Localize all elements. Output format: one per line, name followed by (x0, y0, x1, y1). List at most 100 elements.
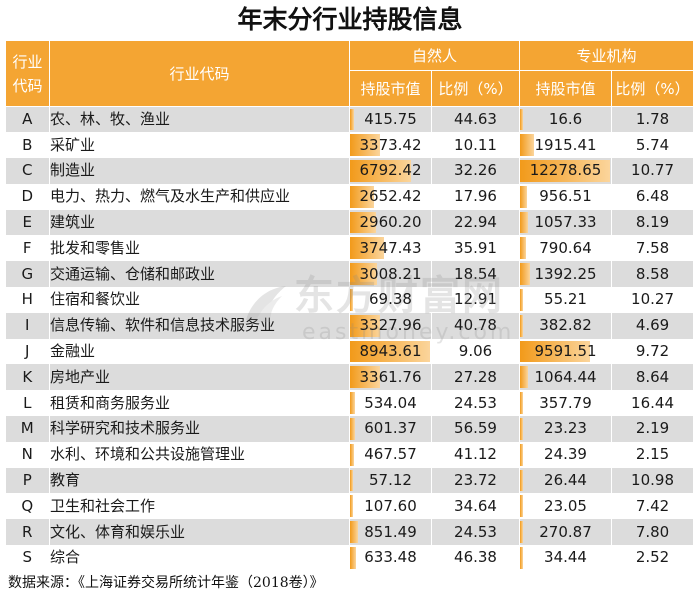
table-row: I 信息传输、软件和信息技术服务业 3327.96 40.78 382.82 4.69 (5, 312, 695, 339)
industry-code: N (5, 441, 50, 468)
inst-market-value: 357.79 (539, 393, 592, 412)
np-market-value-cell: 534.04 (349, 390, 432, 417)
inst-market-value: 23.05 (544, 496, 587, 515)
industry-code: R (5, 519, 50, 546)
inst-value-bar (520, 237, 526, 260)
industry-name: 电力、热力、燃气及水生产和供应业 (49, 183, 350, 210)
np-market-value-cell: 107.60 (349, 493, 432, 520)
inst-market-value-cell: 956.51 (519, 183, 613, 210)
inst-value-bar (520, 160, 611, 182)
inst-market-value-cell: 23.05 (519, 493, 613, 520)
inst-market-value: 1057.33 (534, 213, 597, 232)
np-market-value: 8943.61 (359, 342, 422, 361)
np-ratio: 40.78 (431, 312, 521, 339)
np-ratio: 17.96 (431, 183, 521, 210)
header-institution: 专业机构 (519, 40, 695, 71)
table-row: K 房地产业 3361.76 27.28 1064.44 8.64 (5, 364, 695, 391)
inst-value-bar (520, 443, 524, 466)
industry-code: A (5, 106, 50, 133)
inst-market-value-cell: 1057.33 (519, 209, 613, 236)
industry-code: I (5, 312, 50, 339)
np-ratio: 18.54 (431, 261, 521, 288)
table-row: J 金融业 8943.61 9.06 9591.51 9.72 (5, 338, 695, 365)
industry-name: 综合 (49, 545, 350, 571)
header-inst-ratio: 比例（%） (611, 70, 695, 107)
industry-name: 采矿业 (49, 132, 350, 159)
np-market-value: 633.48 (364, 548, 417, 567)
inst-value-bar (520, 185, 528, 208)
np-value-bar (350, 263, 377, 286)
table-row: M 科学研究和技术服务业 601.37 56.59 23.23 2.19 (5, 416, 695, 442)
np-market-value: 415.75 (364, 110, 417, 129)
np-market-value: 3747.43 (359, 238, 422, 257)
inst-market-value: 1064.44 (534, 367, 597, 386)
np-market-value: 534.04 (364, 393, 417, 412)
inst-value-bar (520, 109, 524, 131)
inst-market-value-cell: 1392.25 (519, 261, 613, 288)
inst-market-value-cell: 55.21 (519, 287, 613, 313)
inst-value-bar (520, 340, 591, 363)
header-inst-market-value: 持股市值 (519, 70, 613, 107)
np-ratio: 44.63 (431, 106, 521, 133)
inst-ratio: 8.58 (611, 261, 695, 288)
inst-ratio: 4.69 (611, 312, 695, 339)
np-ratio: 22.94 (431, 209, 521, 236)
inst-market-value: 956.51 (539, 187, 592, 206)
table-row: N 水利、环境和公共设施管理业 467.57 41.12 24.39 2.15 (5, 441, 695, 468)
industry-code: Q (5, 493, 50, 520)
np-value-bar (350, 289, 353, 311)
inst-market-value: 382.82 (539, 316, 592, 335)
np-market-value-cell: 8943.61 (349, 338, 432, 365)
header-np-market-value: 持股市值 (349, 70, 432, 107)
np-value-bar (350, 469, 353, 492)
inst-market-value: 1915.41 (534, 135, 597, 154)
industry-name: 科学研究和技术服务业 (49, 416, 350, 442)
np-ratio: 24.53 (431, 390, 521, 417)
industry-name: 交通运输、仓储和邮政业 (49, 261, 350, 288)
np-market-value-cell: 3361.76 (349, 364, 432, 391)
inst-market-value-cell: 34.44 (519, 545, 613, 571)
np-market-value-cell: 3373.42 (349, 132, 432, 159)
inst-value-bar (520, 418, 524, 440)
np-market-value: 3008.21 (359, 264, 422, 283)
table-row: C 制造业 6792.42 32.26 12278.65 10.77 (5, 158, 695, 184)
industry-code: G (5, 261, 50, 288)
np-ratio: 9.06 (431, 338, 521, 365)
inst-value-bar (520, 495, 524, 518)
industry-code: S (5, 545, 50, 571)
industry-name: 房地产业 (49, 364, 350, 391)
table-row: P 教育 57.12 23.72 26.44 10.98 (5, 467, 695, 494)
industry-code: M (5, 416, 50, 442)
np-value-bar (350, 495, 353, 518)
inst-ratio: 6.48 (611, 183, 695, 210)
inst-ratio: 7.80 (611, 519, 695, 546)
np-market-value: 601.37 (364, 419, 417, 438)
np-market-value: 57.12 (369, 471, 412, 490)
inst-market-value-cell: 357.79 (519, 390, 613, 417)
inst-ratio: 2.15 (611, 441, 695, 468)
np-ratio: 56.59 (431, 416, 521, 442)
inst-market-value-cell: 16.6 (519, 106, 613, 133)
np-ratio: 41.12 (431, 441, 521, 468)
inst-market-value: 270.87 (539, 522, 592, 541)
inst-market-value-cell: 26.44 (519, 467, 613, 494)
table-row: H 住宿和餐饮业 69.38 12.91 55.21 10.27 (5, 287, 695, 313)
inst-ratio: 10.98 (611, 467, 695, 494)
inst-market-value: 55.21 (544, 290, 587, 309)
industry-name: 金融业 (49, 338, 350, 365)
table-row: B 采矿业 3373.42 10.11 1915.41 5.74 (5, 132, 695, 159)
data-source: 数据来源：《上海证券交易所统计年鉴（2018卷）》 (8, 575, 324, 591)
inst-market-value-cell: 1915.41 (519, 132, 613, 159)
industry-name: 卫生和社会工作 (49, 493, 350, 520)
industry-holdings-table: 行业代码 行业代码 自然人 专业机构 持股市值 比例（%） 持股市值 比例（%）… (5, 40, 695, 571)
inst-value-bar (520, 392, 524, 415)
industry-name: 制造业 (49, 158, 350, 184)
np-market-value: 851.49 (364, 522, 417, 541)
inst-market-value: 26.44 (544, 471, 587, 490)
industry-name: 文化、体育和娱乐业 (49, 519, 350, 546)
industry-code: B (5, 132, 50, 159)
inst-ratio: 8.64 (611, 364, 695, 391)
np-market-value-cell: 3327.96 (349, 312, 432, 339)
header-natural-person: 自然人 (348, 40, 521, 71)
np-value-bar (350, 109, 354, 131)
